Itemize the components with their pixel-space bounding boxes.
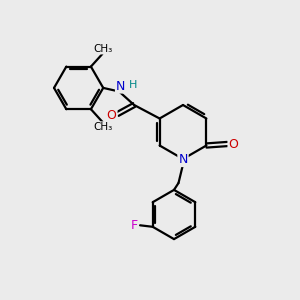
Text: F: F [130,219,138,232]
Text: CH₃: CH₃ [94,122,113,132]
Text: O: O [228,137,238,151]
Text: N: N [116,80,125,93]
Text: O: O [107,109,117,122]
Text: N: N [178,153,188,166]
Text: H: H [128,80,137,90]
Text: CH₃: CH₃ [94,44,113,54]
